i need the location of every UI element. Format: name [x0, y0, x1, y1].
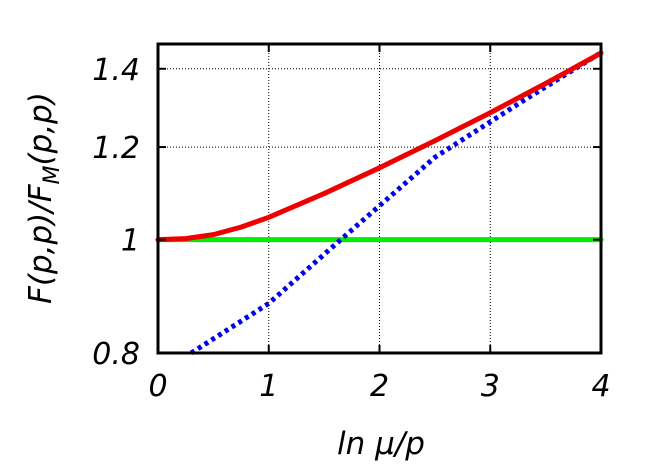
y-tick-label: 1.4 [92, 53, 140, 88]
x-tick-label: 2 [370, 369, 389, 404]
series-line-1 [155, 50, 604, 243]
x-tick-label: 0 [148, 369, 167, 404]
x-tick-label: 4 [591, 369, 610, 404]
y-axis-label: F(p,p)/FM(p,p) [23, 92, 65, 304]
series-line-3 [189, 50, 603, 356]
x-tick-label: 1 [259, 369, 278, 404]
tick-label-layer: 0 1 2 3 4 0.8 1 1.2 1.4 [92, 53, 610, 404]
x-axis-label: ln μ/p [337, 426, 425, 462]
series-layer [155, 50, 604, 356]
x-tick-label: 3 [481, 369, 500, 404]
y-tick-label: 1.2 [92, 131, 140, 166]
y-tick-label: 1 [121, 224, 140, 259]
y-tick-label: 0.8 [92, 337, 140, 372]
tick-layer [157, 44, 602, 354]
